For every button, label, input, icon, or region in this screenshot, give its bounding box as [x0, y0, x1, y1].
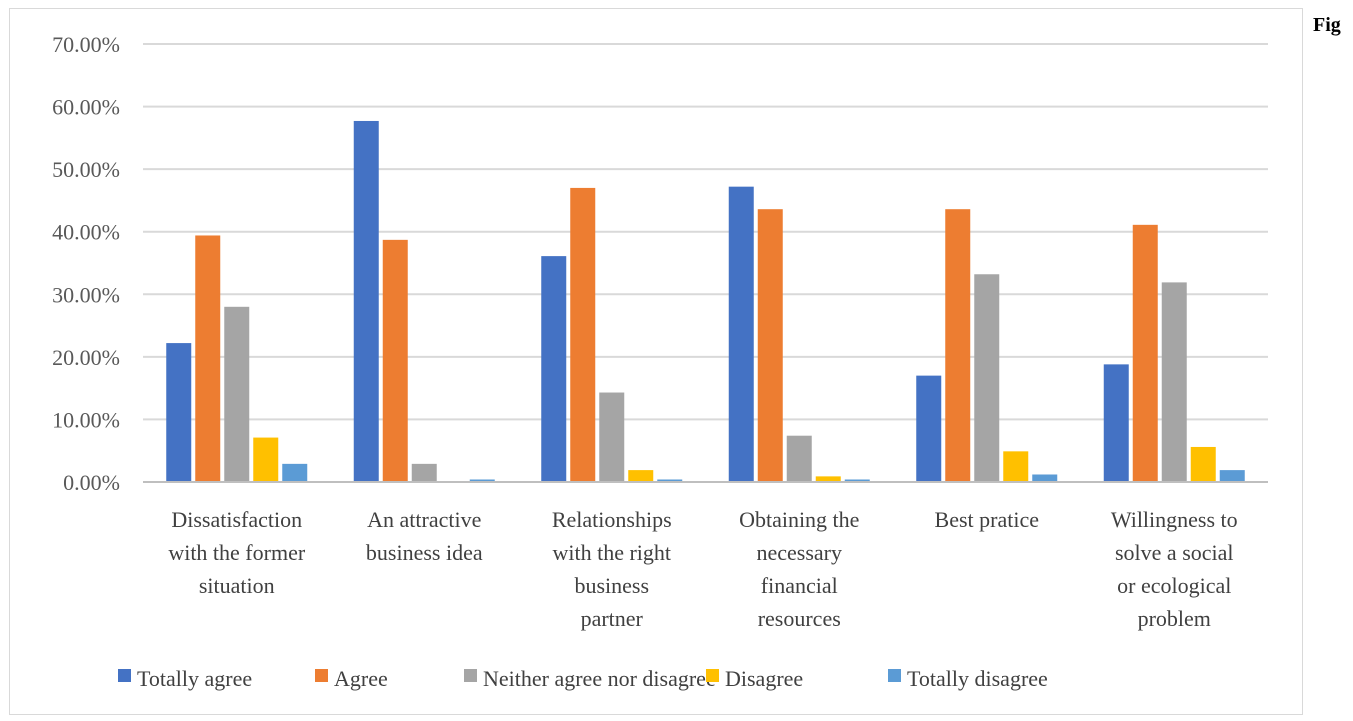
bar	[728, 186, 754, 483]
legend-swatch	[706, 669, 719, 682]
legend-label: Agree	[334, 666, 388, 691]
bar	[1032, 474, 1058, 482]
y-tick-label: 20.00%	[52, 345, 120, 370]
bar	[945, 209, 971, 482]
bar	[757, 209, 783, 482]
x-category-label: or ecological	[1117, 573, 1231, 598]
x-category-label: Relationships	[552, 507, 672, 532]
bar	[166, 343, 192, 482]
gridlines	[143, 43, 1268, 421]
y-tick-label: 10.00%	[52, 407, 120, 432]
bar	[253, 437, 279, 482]
bar	[1219, 470, 1245, 482]
bar	[382, 239, 408, 482]
x-category-label: An attractive	[367, 507, 481, 532]
bar	[628, 470, 654, 482]
legend-swatch	[315, 669, 328, 682]
x-category-label: business idea	[366, 540, 483, 565]
x-category-label: Obtaining the	[739, 507, 859, 532]
y-tick-label: 70.00%	[52, 32, 120, 57]
x-category-label: business	[574, 573, 649, 598]
bar	[599, 392, 625, 482]
legend-label: Neither agree nor disagree	[483, 666, 716, 691]
bar	[1003, 451, 1029, 482]
bar	[657, 479, 683, 482]
bar	[786, 435, 812, 482]
bar	[974, 274, 1000, 482]
legend-swatch	[118, 669, 131, 682]
bar	[224, 306, 250, 482]
y-tick-label: 40.00%	[52, 220, 120, 245]
bars	[166, 120, 1245, 483]
bar	[815, 476, 841, 482]
bar	[282, 463, 308, 482]
bar	[411, 463, 437, 482]
labels: 0.00% 10.00% 20.00% 30.00% 40.00% 50.00% 60.00…	[52, 32, 1238, 631]
x-category-label: Willingness to	[1111, 507, 1238, 532]
legend-label: Totally disagree	[907, 666, 1048, 691]
x-category-label: partner	[581, 606, 644, 631]
legend-label: Disagree	[725, 666, 803, 691]
bar	[844, 479, 870, 482]
bar	[541, 256, 567, 482]
x-category-label: situation	[199, 573, 275, 598]
x-category-label: problem	[1138, 606, 1211, 631]
x-category-label: solve a social	[1115, 540, 1234, 565]
bar	[916, 375, 942, 482]
x-category-label: financial	[761, 573, 838, 598]
x-category-label: resources	[758, 606, 841, 631]
x-category-label: Dissatisfaction	[171, 507, 302, 532]
x-category-label: necessary	[756, 540, 842, 565]
x-category-label: Best pratice	[935, 507, 1039, 532]
legend: Totally agree Agree Neither agree nor disa…	[118, 666, 1048, 691]
bar	[1103, 364, 1129, 482]
bar	[570, 187, 596, 482]
y-tick-label: 30.00%	[52, 282, 120, 307]
figure-side-label: Fig	[1313, 14, 1341, 36]
bar	[195, 235, 221, 482]
bar	[469, 479, 495, 482]
x-category-label: with the right	[552, 540, 671, 565]
x-category-label: with the former	[168, 540, 306, 565]
bar	[1161, 282, 1187, 482]
bar	[353, 120, 379, 482]
y-tick-label: 60.00%	[52, 95, 120, 120]
y-tick-label: 50.00%	[52, 157, 120, 182]
legend-swatch	[888, 669, 901, 682]
bar	[1132, 224, 1158, 482]
legend-swatch	[464, 669, 477, 682]
y-tick-label: 0.00%	[63, 470, 120, 495]
legend-label: Totally agree	[137, 666, 252, 691]
bar	[1190, 446, 1216, 482]
